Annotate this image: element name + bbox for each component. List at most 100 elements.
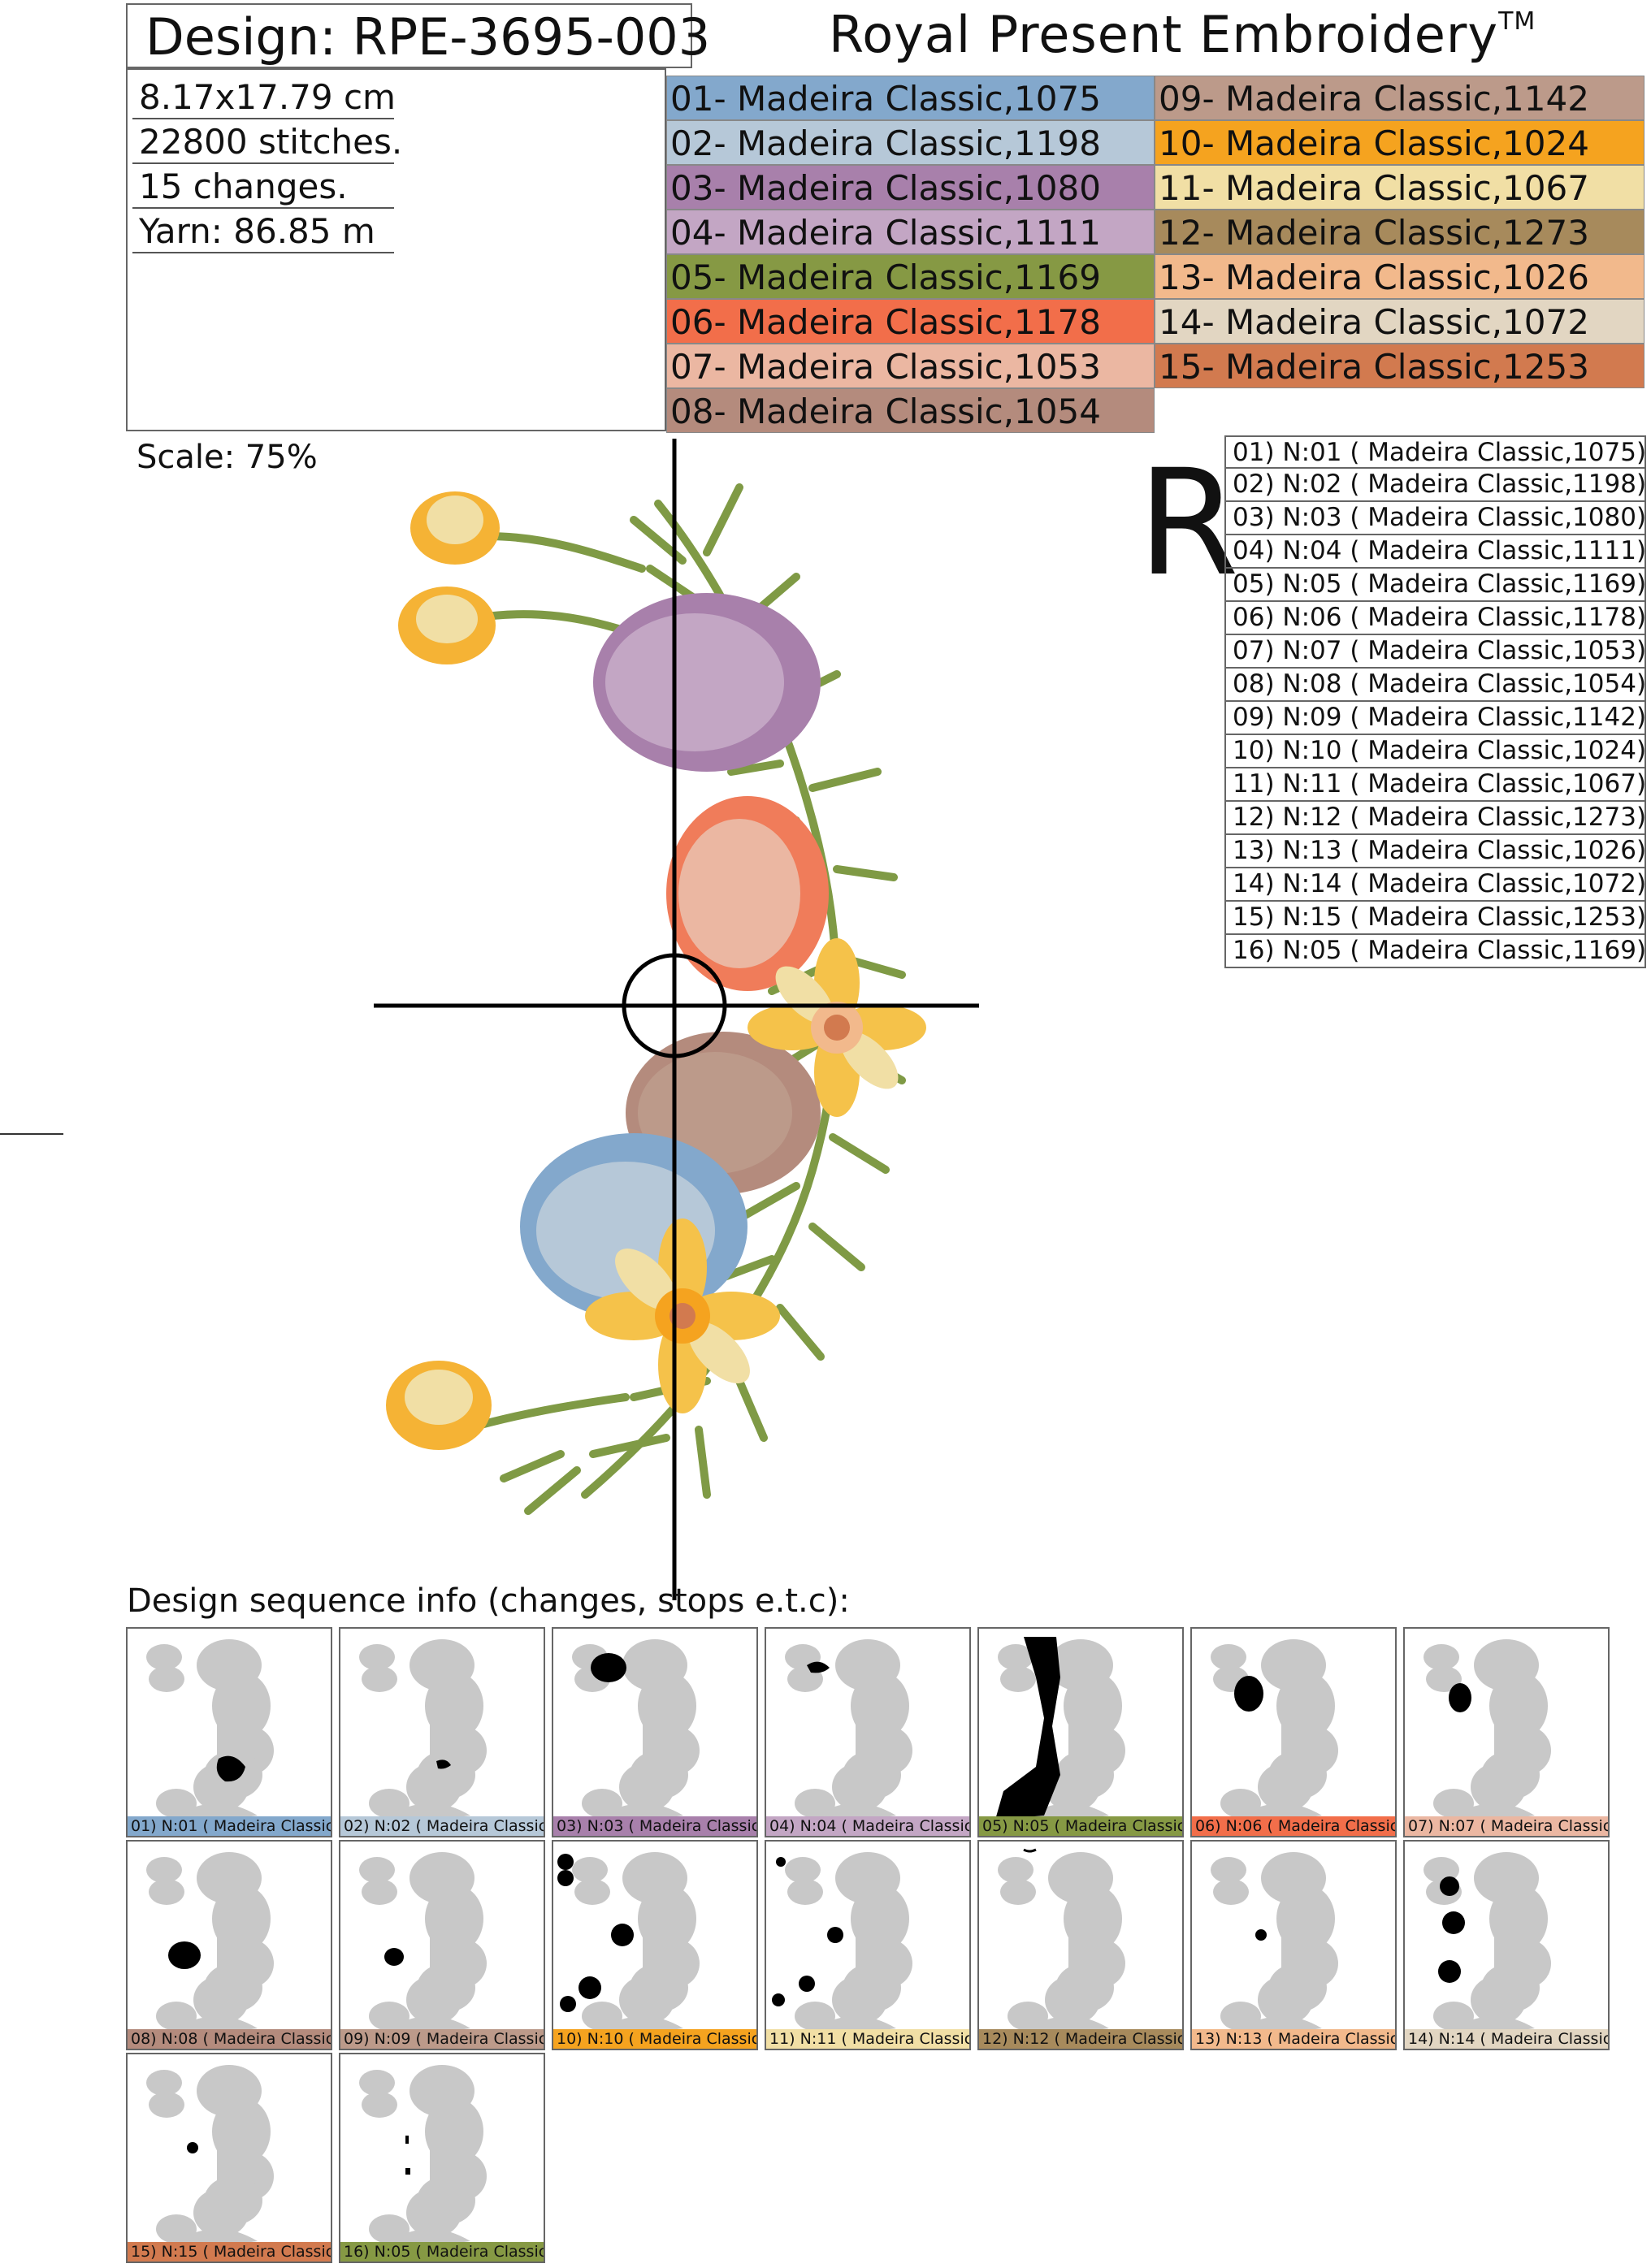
sequence-title: Design sequence info (changes, stops e.t… bbox=[127, 1582, 850, 1620]
thumbnail-preview bbox=[998, 1848, 1125, 2032]
thumbnail-preview bbox=[1424, 1639, 1551, 1820]
needle-list-row: 08) N:08 ( Madeira Classic,1054) bbox=[1224, 669, 1646, 702]
stitch-count: 22800 stitches. bbox=[132, 120, 402, 164]
thumbnail-preview bbox=[359, 1639, 487, 1820]
orientation-letter: R bbox=[1138, 439, 1240, 608]
thumbnail-label: 03) N:03 ( Madeira Classic,1080) bbox=[553, 1816, 756, 1836]
needle-list-row: 09) N:09 ( Madeira Classic,1142) bbox=[1224, 702, 1646, 735]
thumbnail-preview bbox=[772, 1852, 912, 2032]
needle-list-row: 15) N:15 ( Madeira Classic,1253) bbox=[1224, 902, 1646, 935]
sequence-thumbnail: 06) N:06 ( Madeira Classic,1178) bbox=[1190, 1627, 1397, 1837]
brand-name: Royal Present EmbroideryTM bbox=[829, 5, 1536, 64]
sequence-thumbnail: 15) N:15 ( Madeira Classic,1253) bbox=[126, 2053, 332, 2263]
crosshair-circle bbox=[622, 953, 727, 1058]
margin-tick bbox=[0, 1133, 63, 1135]
thumbnail-label: 01) N:01 ( Madeira Classic,1075) bbox=[128, 1816, 331, 1836]
palette-swatch: 05- Madeira Classic,1169 bbox=[666, 254, 1155, 299]
thumbnail-label: 02) N:02 ( Madeira Classic,1198) bbox=[340, 1816, 544, 1836]
needle-list-row: 05) N:05 ( Madeira Classic,1169) bbox=[1224, 569, 1646, 602]
thumbnail-preview bbox=[557, 1852, 700, 2032]
sequence-thumbnail: 10) N:10 ( Madeira Classic,1024) bbox=[552, 1840, 758, 2050]
needle-list-row: 04) N:04 ( Madeira Classic,1111) bbox=[1224, 535, 1646, 569]
thumbnail-preview bbox=[1211, 1639, 1338, 1820]
needle-list-row: 12) N:12 ( Madeira Classic,1273) bbox=[1224, 802, 1646, 835]
palette-swatch: 02- Madeira Classic,1198 bbox=[666, 120, 1155, 165]
thumbnail-label: 14) N:14 ( Madeira Classic,1072) bbox=[1405, 2029, 1608, 2049]
needle-list: 01) N:01 ( Madeira Classic,1075) 02) N:02… bbox=[1224, 435, 1646, 968]
needle-list-row: 13) N:13 ( Madeira Classic,1026) bbox=[1224, 835, 1646, 868]
thumbnail-preview bbox=[572, 1639, 700, 1820]
egg-orange-pattern bbox=[678, 819, 800, 968]
palette-swatch: 06- Madeira Classic,1178 bbox=[666, 299, 1155, 344]
sequence-thumbnail: 03) N:03 ( Madeira Classic,1080) bbox=[552, 1627, 758, 1837]
palette-swatch: 01- Madeira Classic,1075 bbox=[666, 76, 1155, 120]
thumbnail-label: 09) N:09 ( Madeira Classic,1142) bbox=[340, 2029, 544, 2049]
thumbnail-label: 11) N:11 ( Madeira Classic,1067) bbox=[766, 2029, 969, 2049]
palette-swatch: 08- Madeira Classic,1054 bbox=[666, 388, 1155, 433]
design-title: Design: RPE-3695-003 bbox=[126, 3, 710, 68]
palette-swatch: 11- Madeira Classic,1067 bbox=[1155, 165, 1644, 210]
thumbnail-label: 16) N:05 ( Madeira Classic,1169) bbox=[340, 2242, 544, 2262]
sequence-thumbnail: 02) N:02 ( Madeira Classic,1198) bbox=[339, 1627, 545, 1837]
thumbnail-label: 15) N:15 ( Madeira Classic,1253) bbox=[128, 2242, 331, 2262]
crosshair bbox=[374, 439, 979, 1600]
needle-list-row: 03) N:03 ( Madeira Classic,1080) bbox=[1224, 502, 1646, 535]
thumbnail-label: 08) N:08 ( Madeira Classic,1054) bbox=[128, 2029, 331, 2049]
needle-list-row: 07) N:07 ( Madeira Classic,1053) bbox=[1224, 635, 1646, 669]
needle-list-row: 11) N:11 ( Madeira Classic,1067) bbox=[1224, 768, 1646, 802]
egg-purple-pattern bbox=[605, 613, 784, 751]
info-panel bbox=[126, 68, 666, 431]
thumbnail-preview bbox=[359, 2065, 487, 2245]
thumbnail-label: 12) N:12 ( Madeira Classic,1273) bbox=[979, 2029, 1182, 2049]
palette-swatch: 07- Madeira Classic,1053 bbox=[666, 344, 1155, 388]
tulip-top-1 bbox=[410, 491, 500, 565]
palette-swatch: 04- Madeira Classic,1111 bbox=[666, 210, 1155, 254]
daffodil-lower bbox=[585, 1218, 780, 1413]
yarn-length: Yarn: 86.85 m bbox=[132, 210, 394, 253]
sequence-thumbnail: 09) N:09 ( Madeira Classic,1142) bbox=[339, 1840, 545, 2050]
sequence-thumbnail: 05) N:05 ( Madeira Classic,1169) bbox=[977, 1627, 1184, 1837]
palette-swatch: 13- Madeira Classic,1026 bbox=[1155, 254, 1644, 299]
palette-swatch: 03- Madeira Classic,1080 bbox=[666, 165, 1155, 210]
brand-text: Royal Present Embroidery bbox=[829, 5, 1499, 64]
sequence-thumbnail: 12) N:12 ( Madeira Classic,1273) bbox=[977, 1840, 1184, 2050]
needle-list-row: 16) N:05 ( Madeira Classic,1169) bbox=[1224, 935, 1646, 968]
thumbnail-label: 13) N:13 ( Madeira Classic,1026) bbox=[1192, 2029, 1395, 2049]
thumbnail-preview bbox=[146, 1639, 274, 1820]
sequence-thumbnail: 07) N:07 ( Madeira Classic,1053) bbox=[1403, 1627, 1610, 1837]
needle-list-row: 06) N:06 ( Madeira Classic,1178) bbox=[1224, 602, 1646, 635]
sequence-thumbnail: 14) N:14 ( Madeira Classic,1072) bbox=[1403, 1840, 1610, 2050]
sequence-thumbnail: 01) N:01 ( Madeira Classic,1075) bbox=[126, 1627, 332, 1837]
thumbnail-preview bbox=[146, 2065, 274, 2245]
needle-list-row: 02) N:02 ( Madeira Classic,1198) bbox=[1224, 469, 1646, 502]
thumbnail-preview bbox=[785, 1639, 912, 1820]
sequence-thumbnail: 13) N:13 ( Madeira Classic,1026) bbox=[1190, 1840, 1397, 2050]
sequence-thumbnail: 08) N:08 ( Madeira Classic,1054) bbox=[126, 1840, 332, 2050]
tulip-bottom bbox=[386, 1361, 492, 1450]
palette-swatch: 15- Madeira Classic,1253 bbox=[1155, 344, 1644, 388]
thumbnail-preview bbox=[359, 1852, 487, 2032]
sequence-thumbnail: 16) N:05 ( Madeira Classic,1169) bbox=[339, 2053, 545, 2263]
needle-list-row: 01) N:01 ( Madeira Classic,1075) bbox=[1224, 435, 1646, 469]
tulip-top-2 bbox=[398, 586, 496, 664]
thumbnail-preview bbox=[1211, 1852, 1338, 2032]
thumbnail-preview bbox=[146, 1852, 274, 2032]
needle-list-row: 10) N:10 ( Madeira Classic,1024) bbox=[1224, 735, 1646, 768]
palette-swatch: 09- Madeira Classic,1142 bbox=[1155, 76, 1644, 120]
needle-list-row: 14) N:14 ( Madeira Classic,1072) bbox=[1224, 868, 1646, 902]
palette-swatch: 14- Madeira Classic,1072 bbox=[1155, 299, 1644, 344]
palette-swatch: 10- Madeira Classic,1024 bbox=[1155, 120, 1644, 165]
sequence-thumbnail: 11) N:11 ( Madeira Classic,1067) bbox=[765, 1840, 971, 2050]
thumbnail-label: 07) N:07 ( Madeira Classic,1053) bbox=[1405, 1816, 1608, 1836]
thumbnail-preview bbox=[995, 1637, 1125, 1820]
palette-swatch: 12- Madeira Classic,1273 bbox=[1155, 210, 1644, 254]
trademark: TM bbox=[1498, 7, 1536, 36]
thumbnail-label: 06) N:06 ( Madeira Classic,1178) bbox=[1192, 1816, 1395, 1836]
thumbnail-label: 10) N:10 ( Madeira Classic,1024) bbox=[553, 2029, 756, 2049]
thumbnail-label: 04) N:04 ( Madeira Classic,1111) bbox=[766, 1816, 969, 1836]
scale-label: Scale: 75% bbox=[136, 439, 318, 476]
thumbnail-label: 05) N:05 ( Madeira Classic,1169) bbox=[979, 1816, 1182, 1836]
sequence-thumbnail: 04) N:04 ( Madeira Classic,1111) bbox=[765, 1627, 971, 1837]
thumbnail-preview bbox=[1424, 1852, 1551, 2032]
embroidery-preview bbox=[374, 439, 979, 1600]
